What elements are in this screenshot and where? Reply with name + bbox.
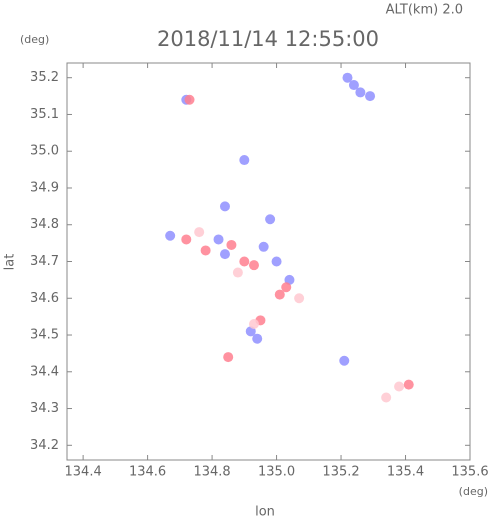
subtitle: ALT(km) 2.0 (386, 3, 463, 18)
y-tick-label: 34.8 (30, 217, 59, 232)
data-point (200, 245, 211, 256)
y-tick-label: 34.7 (30, 254, 59, 269)
y-tick-label: 35.1 (30, 107, 59, 122)
x-tick-label: 135.4 (387, 465, 424, 480)
data-point (365, 91, 376, 102)
data-point (258, 241, 269, 252)
data-point (342, 72, 353, 83)
data-point (239, 155, 250, 166)
y-unit: (deg) (20, 33, 49, 46)
data-point (381, 392, 392, 403)
y-tick-label: 35.2 (30, 70, 59, 85)
y-tick-label: 34.2 (30, 438, 59, 453)
data-point (348, 80, 359, 91)
data-point (165, 230, 176, 241)
y-tick-label: 34.3 (30, 401, 59, 416)
data-point (223, 352, 234, 363)
x-tick-label: 134.4 (65, 465, 102, 480)
x-tick-label: 134.6 (129, 465, 166, 480)
data-point (339, 355, 350, 366)
data-point (232, 267, 243, 278)
x-tick-label: 135.2 (322, 465, 359, 480)
data-point (213, 234, 224, 245)
y-tick-label: 34.4 (30, 364, 59, 379)
data-point (265, 214, 276, 225)
y-axis-label: lat (3, 254, 18, 271)
chart-title: 2018/11/14 12:55:00 (157, 27, 379, 51)
x-tick-label: 135.0 (258, 465, 295, 480)
x-tick-label: 134.8 (193, 465, 230, 480)
data-point (271, 256, 282, 267)
data-point (239, 256, 250, 267)
y-tick-label: 34.9 (30, 180, 59, 195)
y-tick-label: 35.0 (30, 144, 59, 159)
data-point (403, 379, 414, 390)
data-point (281, 282, 292, 293)
data-point (294, 293, 305, 304)
data-point (355, 87, 366, 98)
x-tick-label: 135.6 (451, 465, 488, 480)
data-point (194, 227, 205, 238)
data-point (252, 333, 263, 344)
y-tick-label: 34.5 (30, 328, 59, 343)
data-point (181, 234, 192, 245)
plot-frame (66, 62, 471, 461)
data-point (274, 289, 285, 300)
data-point (394, 381, 405, 392)
data-point (219, 201, 230, 212)
y-tick-label: 34.6 (30, 291, 59, 306)
x-axis-label: lon (255, 505, 275, 520)
x-unit: (deg) (459, 485, 488, 498)
data-point (184, 94, 195, 105)
data-point (226, 239, 237, 250)
data-point (248, 260, 259, 271)
data-point (219, 249, 230, 260)
data-point (248, 318, 259, 329)
